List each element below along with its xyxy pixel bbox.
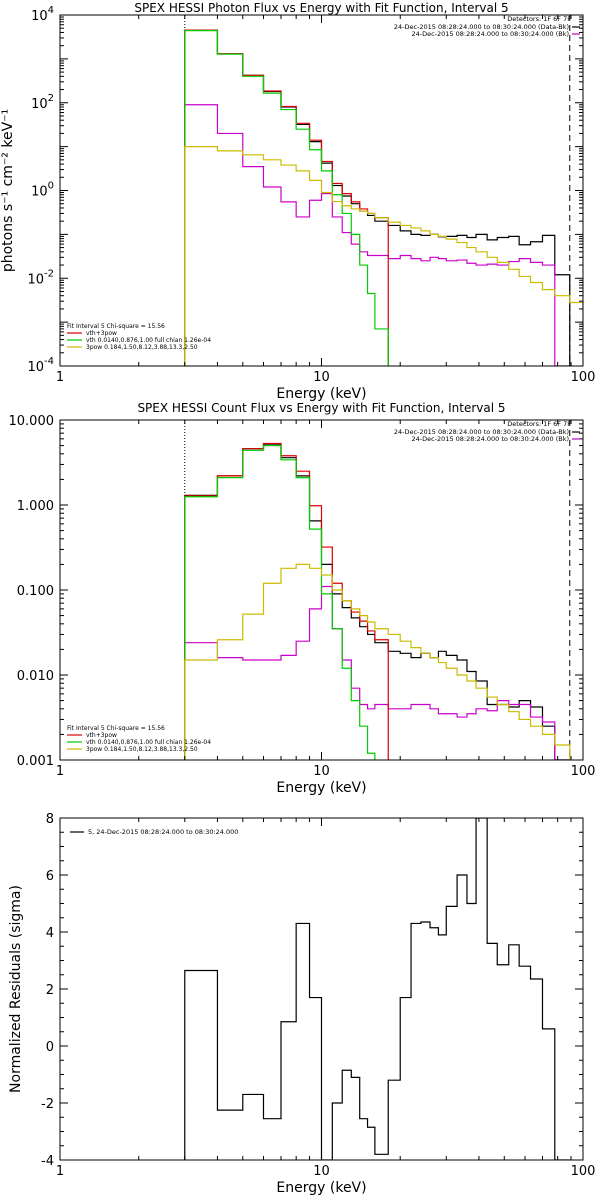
y-tick-label: 100 — [31, 181, 54, 200]
x-tick-label: 100 — [571, 370, 596, 385]
x-tick-label: 10 — [313, 370, 330, 385]
time-interval-label: 24-Dec-2015 08:28:24.000 to 08:30:24.000… — [412, 435, 570, 443]
fit-legend-entry: vth+3pow — [86, 330, 117, 337]
y-tick-label: 0.001 — [17, 754, 54, 769]
series-3pow — [184, 563, 571, 760]
chart-panel-1: SPEX HESSI Photon Flux vs Energy with Fi… — [0, 1, 595, 402]
y-tick-label: 104 — [31, 5, 54, 24]
y-tick-label: 0 — [46, 1040, 54, 1055]
series-vth — [184, 444, 376, 760]
y-tick-label: 0.100 — [17, 584, 54, 599]
x-tick-label: 100 — [571, 764, 596, 779]
chart-title: SPEX HESSI Count Flux vs Energy with Fit… — [137, 401, 505, 415]
fit-legend-entry: 3pow 0.184,1.50,8.12,3.88,13.3,2.50 — [86, 746, 198, 753]
fit-legend-entry: Fit Interval 5 Chi-square = 15.56 — [67, 323, 165, 330]
time-interval-label: 24-Dec-2015 08:28:24.000 to 08:30:24.000… — [412, 30, 570, 38]
x-tick-label: 1 — [56, 370, 64, 385]
series-vth — [184, 30, 389, 366]
series-residuals — [184, 818, 570, 1160]
y-tick-label: 2 — [46, 983, 54, 998]
fit-legend-entry: Fit Interval 5 Chi-square = 15.56 — [67, 725, 165, 732]
y-tick-label: 1.000 — [17, 499, 54, 514]
y-tick-label: 10-2 — [27, 268, 54, 287]
y-tick-label: 102 — [31, 93, 54, 112]
detectors-label: Detectors: 1F 6F 7F — [507, 420, 571, 428]
y-axis-label: photons s⁻¹ cm⁻² keV⁻¹ — [0, 109, 16, 272]
time-interval-label: 24-Dec-2015 08:28:24.000 to 08:30:24.000… — [394, 428, 569, 436]
fit-legend-entry: vth+3pow — [86, 732, 117, 739]
y-tick-label: 6 — [46, 869, 54, 884]
y-tick-label: -4 — [41, 1154, 54, 1169]
fit-legend-entry: vth 0.0140,0.876,1.00 full chian 1.26e-0… — [86, 739, 211, 746]
y-tick-label: 10-4 — [27, 356, 54, 375]
y-tick-label: -2 — [41, 1097, 54, 1112]
series-group — [184, 818, 570, 1160]
fit-legend-entry: vth 0.0140,0.876,1.00 full chian 1.26e-0… — [86, 337, 211, 344]
detectors-label: Detectors: 1F 6F 7F — [507, 15, 571, 23]
y-tick-label: 4 — [46, 926, 54, 941]
y-tick-label: 10.000 — [9, 414, 55, 429]
series-vth+3pow — [184, 29, 389, 366]
x-axis-label: Energy (keV) — [276, 386, 366, 402]
time-interval-label: 24-Dec-2015 08:28:24.000 to 08:30:24.000… — [394, 23, 569, 31]
chart-panel-3: 1 10 100 Energy (keV) -4 -2 0 2 4 6 8 Normalized Re… — [8, 812, 595, 1196]
series-data-bk — [184, 443, 570, 760]
y-axis-label: Normalized Residuals (sigma) — [8, 885, 24, 1093]
series-background — [184, 104, 570, 366]
series-data-bk — [184, 29, 571, 366]
series-3pow — [184, 146, 583, 366]
x-axis-label: Energy (keV) — [276, 1180, 366, 1196]
x-tick-label: 10 — [313, 764, 330, 779]
y-tick-label: 8 — [46, 812, 54, 827]
residual-legend-entry: 5, 24-Dec-2015 08:28:24.000 to 08:30:24.… — [88, 828, 238, 836]
x-tick-label: 100 — [571, 1164, 596, 1179]
x-tick-label: 1 — [56, 1164, 64, 1179]
chart-title: SPEX HESSI Photon Flux vs Energy with Fi… — [134, 1, 508, 15]
series-group — [184, 442, 571, 760]
chart-panel-2: SPEX HESSI Count Flux vs Energy with Fit… — [9, 401, 596, 796]
series-group — [184, 29, 583, 366]
x-tick-label: 1 — [56, 764, 64, 779]
y-tick-label: 0.010 — [17, 669, 54, 684]
x-axis-label: Energy (keV) — [276, 780, 366, 796]
series-background — [184, 585, 570, 760]
fit-legend-entry: 3pow 0.184,1.50,8.12,3.88,13.3,2.50 — [86, 344, 198, 351]
x-tick-label: 10 — [313, 1164, 330, 1179]
series-vth+3pow — [184, 442, 389, 760]
